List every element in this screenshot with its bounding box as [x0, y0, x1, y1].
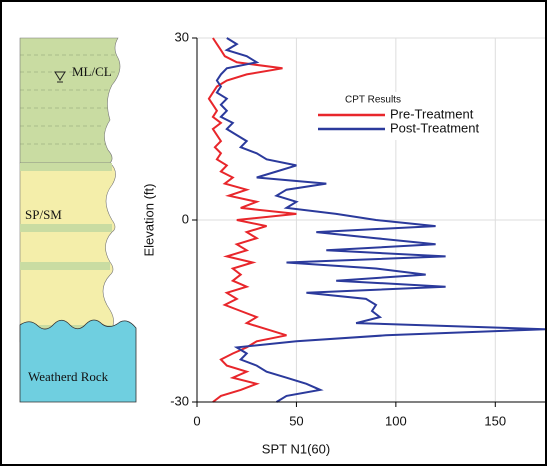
- y-tick-label: -30: [170, 393, 189, 408]
- y-axis-label: Elevation (ft): [141, 184, 156, 257]
- x-axis-label: SPT N1(60): [262, 441, 330, 456]
- y-tick-label: 30: [175, 29, 189, 44]
- data-line: [207, 37, 297, 403]
- sand-layer: [19, 162, 129, 343]
- band: [20, 163, 112, 171]
- x-tick-label: 50: [289, 413, 303, 428]
- clay-layer: [19, 37, 121, 164]
- soil-label: ML/CL: [72, 64, 112, 79]
- x-tick-label: 0: [193, 413, 200, 428]
- band: [20, 262, 110, 270]
- band: [20, 224, 112, 232]
- clay-hatch: [20, 54, 116, 145]
- soil-label: Weatherd Rock: [28, 369, 109, 384]
- water-table-icon: [54, 71, 66, 83]
- x-tick-label: 100: [385, 413, 407, 428]
- soil-column: ML/CL SP/SM Weatherd Rock: [19, 37, 137, 403]
- soil-label: SP/SM: [25, 207, 62, 222]
- rock-layer: [19, 319, 137, 403]
- legend-label: Pre-Treatment: [390, 106, 474, 121]
- legend-title: CPT Results: [345, 95, 401, 106]
- y-tick-label: 0: [182, 211, 189, 226]
- legend-label: Post-Treatment: [390, 120, 479, 135]
- x-tick-label: 150: [484, 413, 506, 428]
- data-line: [215, 37, 546, 403]
